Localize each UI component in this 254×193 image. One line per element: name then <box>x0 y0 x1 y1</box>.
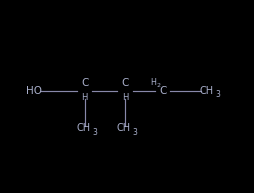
Text: CH: CH <box>116 123 130 133</box>
Text: 3: 3 <box>92 128 97 137</box>
Text: H: H <box>121 93 128 102</box>
Text: C: C <box>158 86 166 96</box>
Text: 3: 3 <box>215 90 220 99</box>
Text: CH: CH <box>199 86 213 96</box>
Text: H: H <box>150 78 155 87</box>
Text: C: C <box>81 78 88 88</box>
Text: HO: HO <box>26 86 42 96</box>
Text: 2: 2 <box>156 83 160 88</box>
Text: H: H <box>81 93 87 102</box>
Text: 3: 3 <box>132 128 137 137</box>
Text: CH: CH <box>76 123 90 133</box>
Text: C: C <box>121 78 128 88</box>
